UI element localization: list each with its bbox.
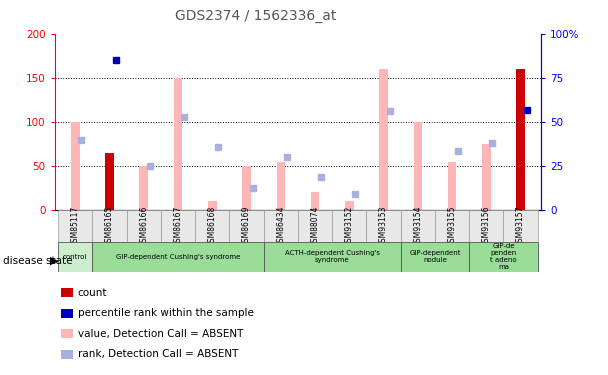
Text: percentile rank within the sample: percentile rank within the sample (78, 308, 254, 318)
Text: GSM85117: GSM85117 (71, 206, 80, 247)
Bar (332, 210, 367, 242)
Text: ▶: ▶ (50, 256, 58, 266)
Text: GSM86166: GSM86166 (139, 205, 148, 247)
Bar (242, 166, 251, 210)
Bar (367, 210, 401, 242)
Text: GSM93157: GSM93157 (516, 205, 525, 247)
Bar (435, 210, 469, 242)
Text: GSM93156: GSM93156 (482, 205, 491, 247)
Text: disease state: disease state (3, 256, 72, 266)
Bar (482, 144, 491, 210)
Text: GIP-de
penden
t adeno
ma: GIP-de penden t adeno ma (490, 243, 517, 270)
Bar (139, 166, 148, 210)
Bar (229, 210, 264, 242)
Text: GSM93155: GSM93155 (447, 205, 457, 247)
Bar (447, 162, 457, 210)
Bar (277, 162, 285, 210)
Text: GSM86168: GSM86168 (208, 206, 217, 247)
Bar (208, 201, 216, 210)
Bar (195, 210, 229, 242)
Bar (401, 210, 435, 242)
Bar (174, 78, 182, 210)
Text: ACTH-dependent Cushing's
syndrome: ACTH-dependent Cushing's syndrome (285, 251, 379, 263)
Bar (92, 210, 126, 242)
Text: count: count (78, 288, 108, 297)
Bar (58, 210, 92, 242)
Bar (469, 242, 537, 272)
Text: GSM86169: GSM86169 (242, 205, 251, 247)
Bar (71, 122, 80, 210)
Bar (516, 69, 525, 210)
Bar (264, 210, 298, 242)
Text: GIP-dependent Cushing's syndrome: GIP-dependent Cushing's syndrome (116, 254, 240, 260)
Text: rank, Detection Call = ABSENT: rank, Detection Call = ABSENT (78, 350, 238, 359)
Text: GSM88074: GSM88074 (311, 205, 320, 247)
Text: GSM86167: GSM86167 (173, 205, 182, 247)
Bar (92, 242, 264, 272)
Bar (105, 153, 114, 210)
Text: GSM86434: GSM86434 (276, 205, 285, 247)
Bar (298, 210, 332, 242)
Bar (401, 242, 469, 272)
Bar (413, 122, 422, 210)
Bar (516, 69, 525, 210)
Text: control: control (63, 254, 88, 260)
Text: GSM86165: GSM86165 (105, 205, 114, 247)
Text: GSM93153: GSM93153 (379, 205, 388, 247)
Bar (58, 242, 92, 272)
Text: GSM93154: GSM93154 (413, 205, 423, 247)
Bar (311, 192, 319, 210)
Bar (469, 210, 503, 242)
Bar (379, 69, 388, 210)
Text: GSM93152: GSM93152 (345, 205, 354, 247)
Bar (503, 210, 537, 242)
Bar (345, 201, 354, 210)
Text: value, Detection Call = ABSENT: value, Detection Call = ABSENT (78, 329, 243, 339)
Bar (161, 210, 195, 242)
Bar (126, 210, 161, 242)
Bar (264, 242, 401, 272)
Text: GIP-dependent
nodule: GIP-dependent nodule (409, 251, 461, 263)
Text: GDS2374 / 1562336_at: GDS2374 / 1562336_at (174, 9, 336, 23)
